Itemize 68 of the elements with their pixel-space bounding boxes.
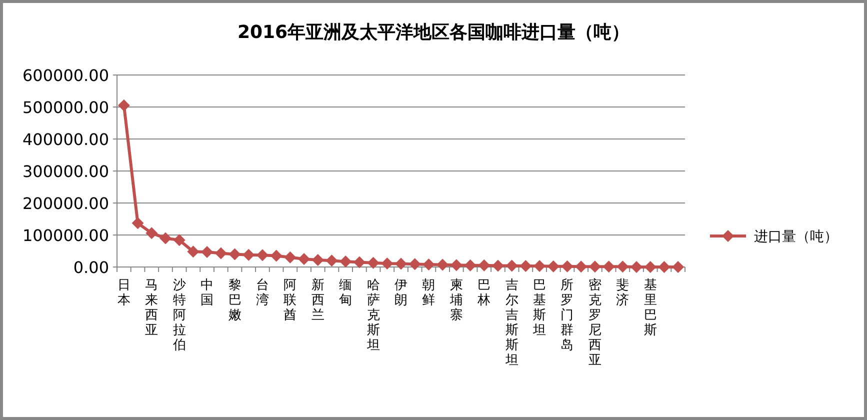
x-tick-label: 柬埔寨 [448,278,463,323]
x-tick-label: 日本 [117,278,130,308]
x-tick-label: 哈萨克斯坦 [366,278,380,353]
point [561,260,574,272]
point [214,247,227,260]
point [520,260,532,272]
point [298,253,310,265]
point [506,260,518,272]
point [270,250,282,262]
x-tick-label: 沙特阿拉伯 [172,278,186,353]
x-tick-label: 伊朗 [394,278,408,308]
point [408,258,421,270]
point [187,246,200,258]
point [132,217,144,230]
point [326,254,338,267]
point [146,227,158,240]
x-tick-label: 斐济 [616,278,630,308]
point [201,246,214,258]
point [228,248,241,260]
point [658,261,670,273]
x-tick-label: 朝鲜 [422,278,436,308]
x-tick-label: 基里巴斯 [644,278,657,338]
point [242,248,255,261]
y-tick-label: 0.00 [73,258,109,277]
point [436,258,449,271]
point [464,259,476,272]
point [575,260,588,273]
point [672,261,684,273]
x-tick-label: 缅甸 [339,278,352,308]
x-tick-label: 阿联酋 [284,278,297,323]
x-tick-label: 中国 [200,278,214,308]
x-tick-label: 所罗门群岛 [560,278,574,353]
point [547,260,560,272]
point [340,256,352,268]
point [492,260,504,272]
point [602,260,615,273]
x-tick-label: 吉尔吉斯斯坦 [504,278,518,368]
point [395,258,407,270]
point [312,254,324,266]
point [256,249,268,262]
y-tick-label: 500000.00 [22,98,109,117]
point [534,260,546,272]
x-tick-label: 巴林 [476,278,491,308]
y-tick-label: 100000.00 [22,226,109,245]
point [478,259,490,272]
y-tick-label: 400000.00 [22,130,109,149]
x-tick-label: 巴基斯坦 [532,278,546,338]
point [616,260,629,273]
point [159,232,172,244]
y-tick-label: 200000.00 [22,194,109,213]
point [381,257,394,270]
x-tick-label: 台湾 [256,278,269,308]
point [450,259,462,272]
legend-label: 进口量（吨） [754,229,838,245]
point [284,251,296,264]
y-tick-label: 600000.00 [22,66,109,85]
x-tick-label: 黎巴嫩 [228,278,242,323]
x-tick-label: 新西兰 [311,278,324,323]
point [173,234,186,246]
x-tick-label: 密克罗尼西亚 [588,278,602,368]
chart-title: 2016年亚洲及太平洋地区各国咖啡进口量（吨） [237,22,630,43]
point [588,260,601,273]
point [353,256,366,268]
x-tick-label: 马来西亚 [145,278,158,338]
y-tick-label: 300000.00 [22,162,109,181]
point [118,99,130,112]
point [367,256,380,269]
point [422,258,435,270]
